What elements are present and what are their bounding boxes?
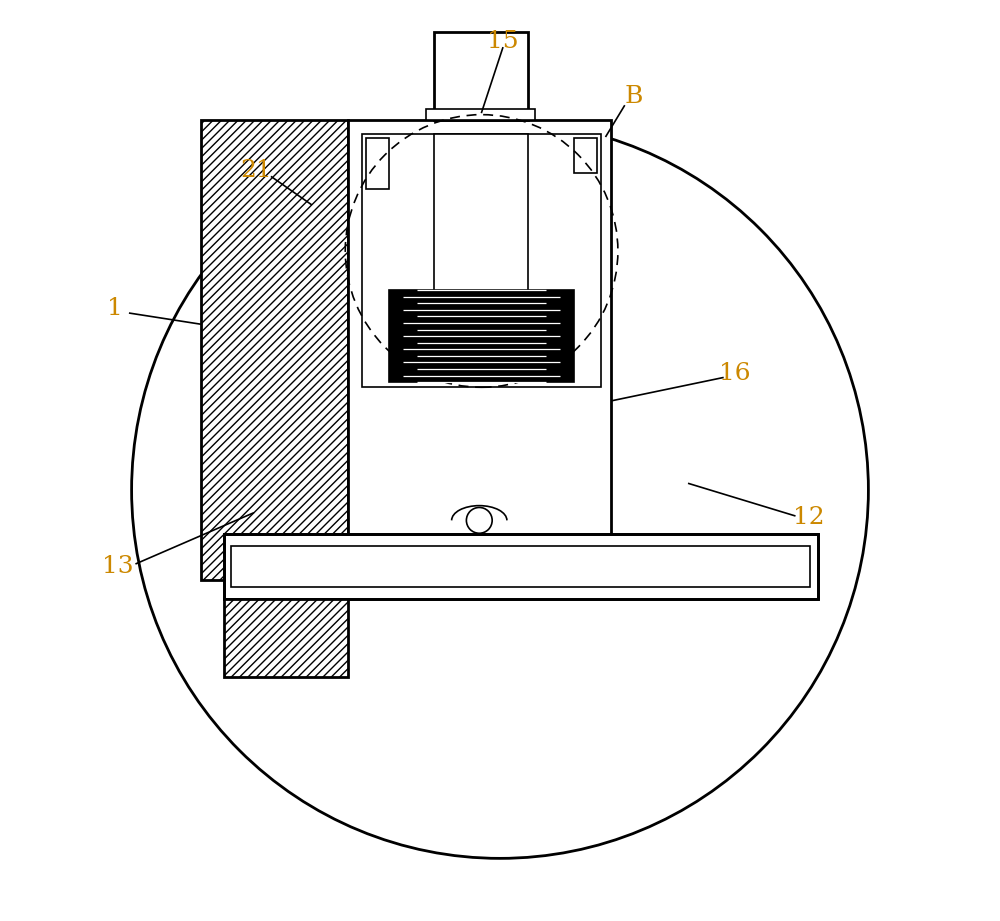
Bar bbox=[224, 534, 818, 599]
Text: 21: 21 bbox=[240, 159, 272, 181]
Text: 13: 13 bbox=[102, 555, 134, 577]
Bar bbox=[434, 32, 528, 120]
Bar bbox=[362, 134, 601, 387]
Bar bbox=[574, 138, 597, 173]
Bar bbox=[224, 534, 818, 599]
Bar bbox=[231, 542, 810, 591]
Bar bbox=[224, 599, 348, 677]
Bar bbox=[201, 120, 348, 580]
Bar bbox=[434, 134, 528, 295]
Bar bbox=[231, 546, 810, 587]
Bar bbox=[426, 109, 535, 120]
Text: 12: 12 bbox=[793, 507, 824, 529]
Bar bbox=[348, 120, 611, 543]
Text: 16: 16 bbox=[719, 362, 751, 384]
Bar bbox=[366, 138, 389, 189]
Bar bbox=[389, 290, 574, 382]
Text: B: B bbox=[624, 86, 643, 108]
Text: 1: 1 bbox=[107, 297, 123, 320]
Text: 15: 15 bbox=[487, 30, 519, 52]
